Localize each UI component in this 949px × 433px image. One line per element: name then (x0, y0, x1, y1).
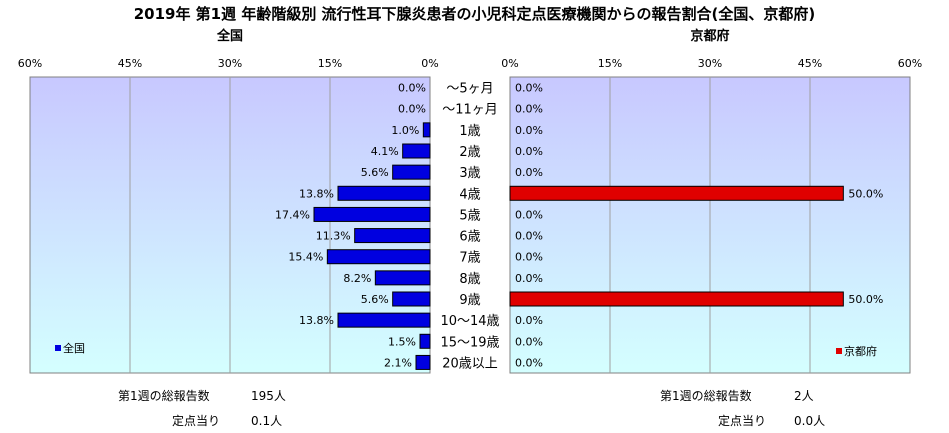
category-label: ～5ヶ月 (446, 82, 493, 97)
right-total-value: 2人 (794, 389, 814, 403)
left-bar (337, 185, 431, 201)
category-label: 10～14歳 (440, 314, 499, 329)
chart-title: 2019年 第1週 年齢階級別 流行性耳下腺炎患者の小児科定点医療機関からの報告… (133, 5, 816, 23)
left-bar (392, 164, 431, 180)
left-per-label: 定点当り (172, 414, 221, 428)
right-panel-title: 京都府 (690, 29, 730, 44)
left-per-value: 0.1人 (251, 414, 283, 428)
category-label: 2歳 (459, 145, 480, 160)
left-bar (392, 291, 431, 307)
left-data-label: 15.4% (288, 251, 323, 264)
left-tick-label: 0% (421, 57, 438, 70)
left-data-label: 17.4% (275, 208, 310, 221)
right-data-label: 0.0% (515, 82, 543, 95)
left-bar (415, 354, 431, 370)
left-total-label: 第1週の総報告数 (118, 389, 210, 403)
category-label: 3歳 (459, 166, 480, 181)
left-bar (313, 206, 431, 222)
right-data-label: 0.0% (515, 335, 543, 348)
left-bar (422, 122, 431, 138)
left-data-label: 4.1% (371, 145, 399, 158)
left-bar (354, 228, 431, 244)
left-bar (402, 143, 431, 159)
right-tick-label: 0% (501, 57, 518, 70)
category-label: ～11ヶ月 (442, 103, 498, 118)
category-label: 15～19歳 (440, 335, 499, 350)
left-panel-title: 全国 (216, 29, 243, 44)
left-tick-label: 30% (218, 57, 242, 70)
left-data-label: 11.3% (316, 230, 351, 243)
right-data-label: 50.0% (848, 187, 883, 200)
left-tick-label: 15% (318, 57, 342, 70)
left-data-label: 13.8% (299, 314, 334, 327)
left-tick-label: 45% (118, 57, 142, 70)
right-legend-swatch (836, 348, 842, 354)
right-per-value: 0.0人 (794, 414, 826, 428)
category-label: 7歳 (459, 251, 480, 266)
right-tick-label: 15% (598, 57, 622, 70)
left-data-label: 13.8% (299, 187, 334, 200)
left-bar (337, 312, 431, 328)
category-label: 20歳以上 (442, 356, 498, 371)
category-label: 8歳 (459, 272, 480, 287)
left-data-label: 0.0% (398, 103, 426, 116)
right-data-label: 0.0% (515, 230, 543, 243)
right-data-label: 0.0% (515, 314, 543, 327)
category-label: 9歳 (459, 293, 480, 308)
right-per-label: 定点当り (718, 414, 767, 428)
right-data-label: 50.0% (848, 293, 883, 306)
left-bar (374, 270, 431, 286)
right-tick-label: 60% (898, 57, 922, 70)
left-data-label: 1.0% (391, 124, 419, 137)
category-label: 5歳 (459, 208, 480, 223)
right-data-label: 0.0% (515, 166, 543, 179)
left-total-value: 195人 (251, 389, 286, 403)
right-data-label: 0.0% (515, 272, 543, 285)
right-data-label: 0.0% (515, 251, 543, 264)
left-bar (326, 249, 431, 265)
right-tick-label: 45% (798, 57, 822, 70)
left-data-label: 5.6% (361, 293, 389, 306)
right-data-label: 0.0% (515, 208, 543, 221)
left-tick-label: 60% (18, 57, 42, 70)
right-total-label: 第1週の総報告数 (660, 389, 752, 403)
category-label: 4歳 (459, 187, 480, 202)
category-label: 1歳 (459, 124, 480, 139)
category-label: 6歳 (459, 230, 480, 245)
left-data-label: 2.1% (384, 356, 412, 369)
right-data-label: 0.0% (515, 124, 543, 137)
right-legend-label: 京都府 (844, 344, 877, 358)
right-data-label: 0.0% (515, 103, 543, 116)
left-legend-label: 全国 (63, 341, 85, 355)
right-bar (509, 185, 844, 201)
right-data-label: 0.0% (515, 145, 543, 158)
left-legend-swatch (55, 345, 61, 351)
left-data-label: 0.0% (398, 82, 426, 95)
left-data-label: 8.2% (343, 272, 371, 285)
right-bar (509, 291, 844, 307)
right-data-label: 0.0% (515, 356, 543, 369)
left-data-label: 1.5% (388, 335, 416, 348)
left-data-label: 5.6% (361, 166, 389, 179)
left-bar (419, 333, 431, 349)
right-tick-label: 30% (698, 57, 722, 70)
